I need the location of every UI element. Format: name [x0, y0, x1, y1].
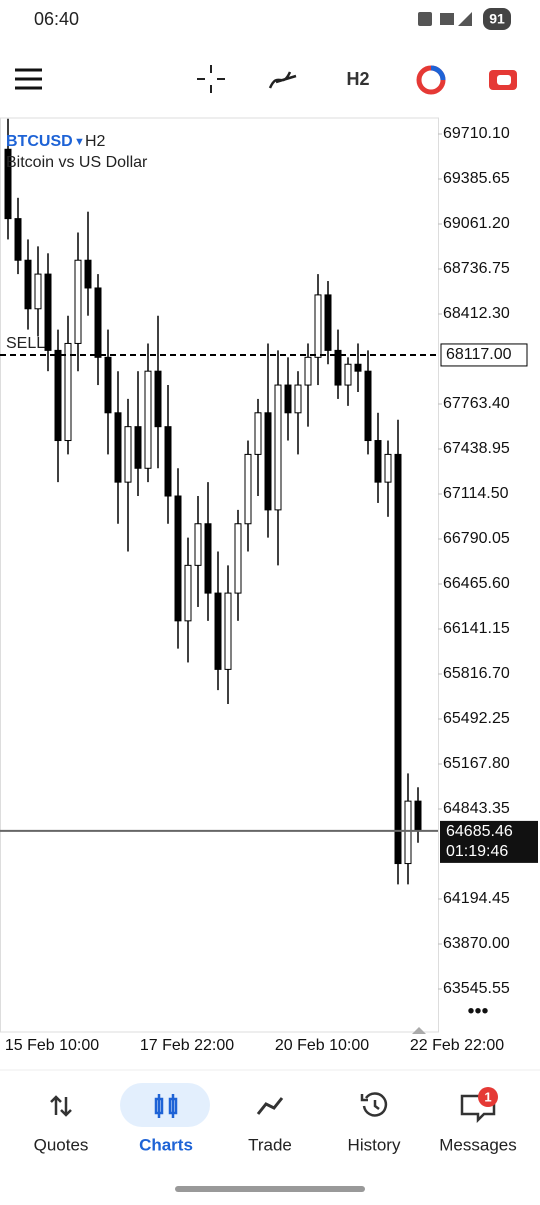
candle-body — [184, 564, 192, 622]
candle-body — [404, 800, 412, 865]
plot-frame — [0, 117, 439, 1033]
candle-body — [194, 523, 202, 566]
candle-body — [244, 453, 252, 525]
order-price-box — [440, 343, 528, 367]
nav-tab[interactable]: Messages — [439, 1135, 516, 1154]
candle-body — [124, 426, 132, 483]
current-price-label: 64685.46 — [446, 823, 513, 840]
x-tick-label: 22 Feb 22:00 — [410, 1037, 504, 1054]
battery-level: 91 — [489, 11, 505, 27]
symbol-description: Bitcoin vs US Dollar — [6, 154, 148, 171]
y-tick-label: 64843.35 — [443, 800, 510, 817]
candle-body — [94, 287, 102, 358]
candle-body — [34, 273, 42, 310]
symbol-dropdown[interactable]: ▼ — [74, 136, 85, 148]
y-tick-label: 66141.15 — [443, 620, 510, 637]
candle-body — [4, 148, 12, 220]
y-tick-label: 65167.80 — [443, 755, 510, 772]
candle-body — [324, 294, 332, 351]
candle-body — [164, 426, 172, 497]
candle-body — [264, 412, 272, 511]
candle-body — [14, 218, 22, 261]
y-tick-label: 68736.75 — [443, 260, 510, 277]
y-tick-label: 63870.00 — [443, 935, 510, 952]
current-price-box — [440, 820, 538, 863]
order-price-label: 68117.00 — [446, 346, 512, 363]
home-indicator — [175, 1186, 365, 1192]
candle-body — [394, 453, 402, 865]
candle-body — [364, 370, 372, 442]
y-tick-label: 67114.50 — [443, 485, 509, 502]
candle-body — [294, 384, 302, 414]
candle-body — [234, 523, 242, 594]
symbol[interactable]: BTCUSD — [6, 133, 73, 150]
y-tick-label: 64194.45 — [443, 890, 510, 907]
candle-body — [334, 349, 342, 386]
more-button[interactable]: ••• — [467, 1000, 488, 1022]
candle-body — [354, 363, 362, 372]
nav-tab[interactable]: Charts — [139, 1135, 193, 1154]
status-time: 06:40 — [34, 9, 79, 29]
candle-body — [144, 370, 152, 469]
trade-button[interactable] — [489, 70, 517, 90]
crosshair-button[interactable] — [197, 65, 225, 93]
x-tick-label: 20 Feb 10:00 — [275, 1037, 369, 1054]
candle-body — [104, 356, 112, 414]
active-tab-highlight — [120, 1083, 210, 1127]
candle-body — [284, 384, 292, 414]
y-tick-label: 66790.05 — [443, 530, 510, 547]
candle-body — [134, 426, 142, 469]
nav-tab[interactable]: Quotes — [34, 1135, 89, 1154]
candle-body — [44, 273, 52, 351]
badge — [478, 1087, 498, 1107]
chart-timeframe: H2 — [85, 133, 106, 150]
order-label: SELL — [6, 335, 45, 352]
y-tick-label: 69061.20 — [443, 215, 510, 232]
scroll-arrow[interactable] — [412, 1027, 426, 1034]
x-tick-label: 15 Feb 10:00 — [5, 1037, 99, 1054]
y-tick-label: 67438.95 — [443, 440, 510, 457]
y-tick-label: 65816.70 — [443, 665, 510, 682]
x-tick-label: 17 Feb 22:00 — [140, 1037, 234, 1054]
y-tick-label: 65492.25 — [443, 710, 510, 727]
y-tick-label: 67763.40 — [443, 395, 510, 412]
candle-body — [214, 592, 222, 670]
candle-body — [74, 259, 82, 344]
indicators-button[interactable] — [268, 71, 297, 89]
candle-body — [344, 363, 352, 386]
y-tick-label: 69710.10 — [443, 125, 510, 142]
nav-tab[interactable]: History — [348, 1135, 401, 1154]
candle-body — [414, 800, 422, 832]
y-tick-label: 68412.30 — [443, 305, 510, 322]
timeframe-button[interactable]: H2 — [346, 69, 369, 89]
candle-body — [314, 294, 322, 358]
y-tick-label: 66465.60 — [443, 575, 510, 592]
one-click-button[interactable] — [416, 65, 446, 95]
candle-body — [374, 440, 382, 483]
candle-body — [174, 495, 182, 622]
candle-body — [54, 349, 62, 442]
candle-body — [254, 412, 262, 455]
candle-body — [154, 370, 162, 428]
candle-body — [204, 523, 212, 594]
menu-button[interactable] — [15, 68, 42, 90]
candle-body — [24, 259, 32, 310]
candle-body — [64, 342, 72, 442]
status-icons — [418, 8, 511, 30]
nav-icons — [50, 1092, 496, 1124]
candle-body — [114, 412, 122, 483]
candle-body — [304, 356, 312, 386]
candle-body — [274, 384, 282, 511]
badge-count: 1 — [484, 1089, 491, 1104]
y-tick-label: 63545.55 — [443, 980, 510, 997]
candle-body — [224, 592, 232, 670]
bar-timer: 01:19:46 — [446, 843, 508, 860]
candle-body — [84, 259, 92, 289]
y-tick-label: 69385.65 — [443, 170, 510, 187]
candle-body — [384, 453, 392, 483]
nav-tab[interactable]: Trade — [248, 1135, 292, 1154]
